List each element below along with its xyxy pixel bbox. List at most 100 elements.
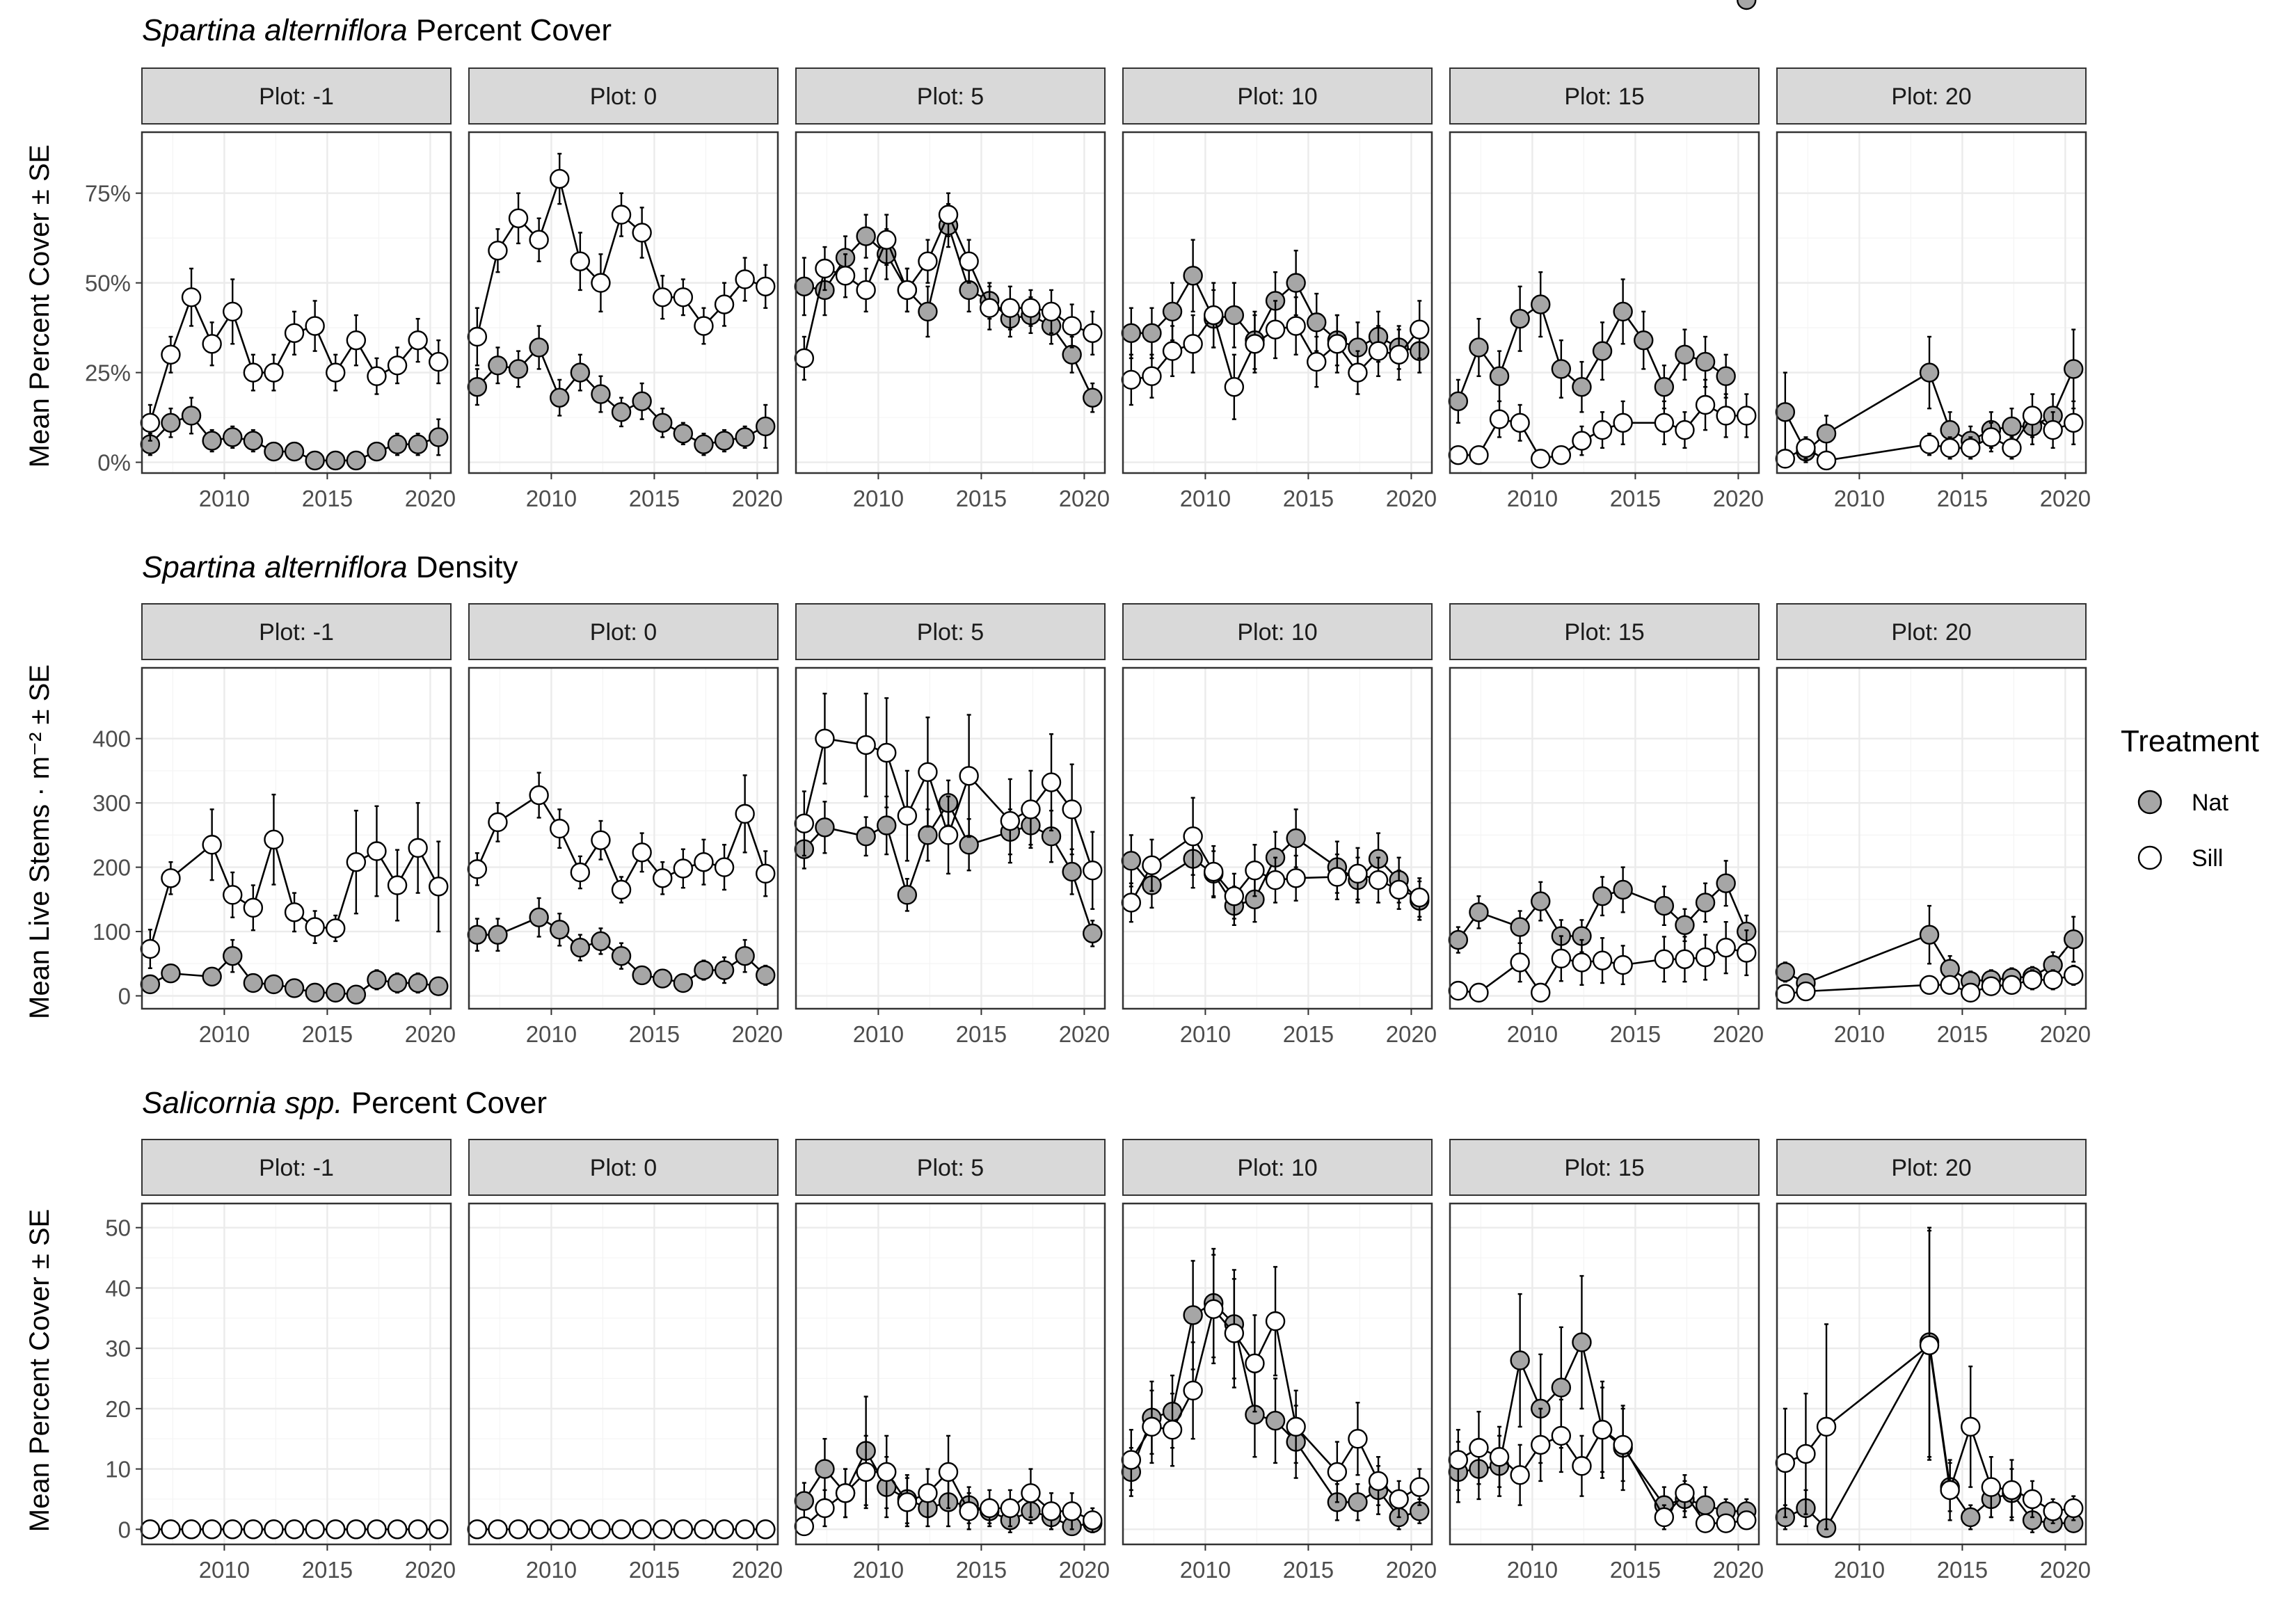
- data-point-sill: [959, 766, 979, 786]
- data-point-nat: [1286, 828, 1306, 849]
- data-point-nat: [1592, 341, 1613, 361]
- data-point-sill: [2043, 970, 2063, 990]
- data-point-sill: [1796, 1444, 1816, 1464]
- x-tick-label: 2015: [1610, 1557, 1661, 1583]
- data-point-sill: [1327, 1462, 1348, 1482]
- data-point-sill: [1961, 438, 1981, 458]
- data-point-sill: [1919, 1335, 1940, 1356]
- x-tick-label: 2010: [199, 486, 250, 511]
- facet-strip: [1122, 67, 1433, 125]
- data-point-sill: [1775, 449, 1796, 469]
- data-point-sill: [1716, 406, 1736, 426]
- series-sill: [1775, 1229, 2084, 1530]
- x-tick-label: 2020: [732, 1557, 783, 1583]
- data-point-sill: [1021, 298, 1041, 318]
- data-point-sill: [367, 841, 387, 861]
- legend-key-sill: [2137, 845, 2162, 870]
- data-point-sill: [735, 1519, 755, 1540]
- data-point-sill: [367, 1519, 387, 1540]
- panel-border: [1776, 131, 2087, 474]
- data-point-sill: [387, 355, 408, 376]
- facet-panel: Plot: 5 2010 2015 2020: [794, 1139, 1110, 1583]
- data-point-sill: [897, 1492, 918, 1512]
- data-point-sill: [2064, 965, 2084, 986]
- data-point-sill: [1796, 438, 1816, 458]
- panel-border: [1776, 1202, 2087, 1546]
- x-tick-label: 2020: [1713, 486, 1764, 511]
- data-point-nat: [694, 960, 714, 980]
- facet-row-2: Plot: -1 2010 2015 2020 0 100 200 300 400 Plot: 0…: [93, 603, 2091, 1047]
- data-point-sill: [1183, 1380, 1203, 1401]
- legend-key-nat: [2137, 790, 2162, 815]
- data-point-sill: [1510, 1465, 1530, 1485]
- row-title-density: Spartina alterniflora Density: [142, 550, 518, 584]
- data-point-sill: [202, 1519, 222, 1540]
- data-point-nat: [529, 337, 549, 358]
- data-point-nat: [529, 907, 549, 927]
- facet-strip: [468, 67, 779, 125]
- data-point-nat: [1940, 419, 1960, 440]
- data-point-sill: [918, 762, 938, 782]
- data-point-sill: [243, 1519, 264, 1540]
- data-point-nat: [1062, 861, 1082, 882]
- data-point-sill: [408, 330, 428, 351]
- data-point-sill: [1510, 413, 1530, 433]
- data-point-nat: [1510, 309, 1530, 329]
- data-point-sill: [429, 1519, 449, 1540]
- data-point-nat: [367, 441, 387, 462]
- plot-area: [1777, 668, 2086, 1009]
- data-point-sill: [387, 875, 408, 895]
- data-point-sill: [488, 1519, 508, 1540]
- panel-border: [1449, 666, 1760, 1010]
- x-tick-label: 2015: [1283, 486, 1334, 511]
- data-point-sill: [1348, 863, 1368, 884]
- data-point-nat: [1675, 915, 1695, 936]
- facet-strip: [468, 603, 779, 660]
- data-point-sill: [1389, 344, 1409, 365]
- ylabel-density: Mean Live Stems · m⁻² ± SE: [24, 664, 55, 1019]
- data-point-sill: [1327, 867, 1348, 887]
- data-point-nat: [1489, 366, 1510, 386]
- facet-strip: [1449, 1139, 1760, 1196]
- data-point-sill: [1121, 893, 1142, 913]
- data-point-sill: [1389, 1489, 1409, 1510]
- data-point-nat: [611, 945, 632, 966]
- data-point-nat: [488, 355, 508, 376]
- data-point-sill: [264, 1519, 284, 1540]
- data-point-nat: [305, 450, 325, 471]
- data-point-sill: [856, 735, 876, 755]
- data-point-nat: [632, 965, 652, 986]
- y-tick-label: 50%: [85, 271, 131, 296]
- y-tick-label: 75%: [85, 181, 131, 207]
- data-point-sill: [1183, 826, 1203, 847]
- data-point-nat: [591, 384, 611, 404]
- x-tick-label: 2010: [526, 1557, 577, 1583]
- panel-border: [795, 1202, 1106, 1546]
- series-sill: [794, 692, 1103, 910]
- data-point-sill: [1695, 1513, 1716, 1533]
- data-point-sill: [2002, 438, 2022, 458]
- data-point-sill: [1448, 980, 1469, 1001]
- data-point-sill: [305, 917, 325, 937]
- y-tick-label: 50: [105, 1215, 131, 1241]
- data-point-sill: [1162, 1420, 1183, 1440]
- series-sill: [1775, 964, 2084, 1004]
- data-point-sill: [550, 168, 570, 189]
- data-point-nat: [1613, 301, 1633, 322]
- data-point-sill: [429, 877, 449, 897]
- facet-panel: Plot: 15 2010 2015 2020: [1448, 603, 1764, 1047]
- data-point-sill: [1613, 954, 1633, 975]
- data-point-sill: [1000, 810, 1021, 831]
- data-point-sill: [488, 812, 508, 833]
- data-point-nat: [223, 945, 243, 966]
- facet-strip-label: Plot: 20: [1891, 619, 1971, 646]
- data-point-sill: [591, 1519, 611, 1540]
- data-point-nat: [202, 966, 222, 986]
- data-point-sill: [1531, 982, 1551, 1003]
- data-point-sill: [1348, 1429, 1368, 1449]
- data-point-nat: [1448, 929, 1469, 950]
- panel-border: [468, 1202, 779, 1546]
- plot-area: [796, 132, 1105, 473]
- data-point-sill: [1489, 409, 1510, 429]
- data-point-sill: [284, 323, 305, 344]
